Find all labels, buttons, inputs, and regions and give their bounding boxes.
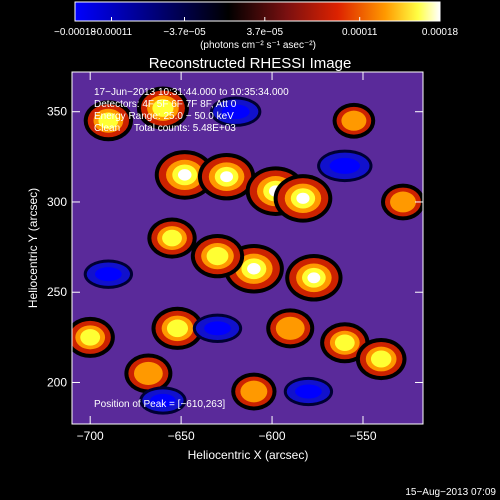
x-tick-label: −700 (77, 429, 104, 443)
axis-ticks: −700 −650 −600 −550 200 250 300 350 (47, 72, 423, 443)
colorbar-tick-label: 0.00011 (342, 27, 378, 38)
colorbar-tick-label: −3.7e−05 (163, 27, 206, 38)
heatmap-source-24 (283, 376, 334, 407)
colorbar-tick-label: −0.00018 (54, 27, 96, 38)
annotation-detectors: Detectors: 4F 5F 6F 7F 8F, Att 0 (94, 99, 237, 110)
colorbar-tick-label: −0.00011 (91, 27, 133, 38)
heatmap-source-10 (266, 308, 315, 349)
annotation-clean-counts: Clean Total counts: 5.48E+03 (94, 123, 236, 134)
footer-timestamp: 15−Aug−2013 07:09 (405, 487, 496, 498)
heatmap-source-12 (355, 337, 407, 381)
annotation-block: 17−Jun−2013 10:31:44.000 to 10:35:34.000… (94, 87, 289, 134)
heatmap-source-16 (231, 372, 277, 411)
heatmap-source-8 (83, 100, 134, 142)
heatmap-source-5 (190, 233, 245, 279)
x-tick-label: −550 (349, 429, 376, 443)
y-axis-label: Heliocentric Y (arcsec) (26, 188, 40, 308)
heatmap-source-15 (72, 316, 115, 358)
y-tick-label: 250 (47, 285, 67, 299)
heatmap-source-20 (317, 149, 373, 183)
colorbar-tick-label: 0.00018 (422, 27, 459, 38)
colorbar-ticks: −0.00018−0.00011 −3.7e−05 3.7e−05 0.00011 0.… (54, 17, 459, 38)
heatmap-source-17 (381, 183, 423, 221)
x-tick-label: −650 (168, 429, 195, 443)
x-tick-label: −600 (259, 429, 286, 443)
heatmap-source-13 (151, 306, 204, 350)
heatmap-source-7 (147, 217, 197, 259)
colorbar-tick-label: 3.7e−05 (247, 27, 284, 38)
heatmap-source-3 (273, 174, 333, 223)
x-axis-label: Heliocentric X (arcsec) (188, 448, 309, 462)
heatmap-source-1 (197, 152, 256, 201)
y-tick-label: 200 (47, 375, 67, 389)
plot-frame (71, 71, 424, 425)
heatmap-source-22 (192, 313, 243, 343)
heatmap-source-14 (124, 353, 173, 394)
heatmap-source-18 (332, 102, 376, 139)
colorbar (74, 1, 441, 22)
heatmap-source-19 (210, 96, 262, 127)
y-tick-label: 300 (47, 195, 67, 209)
annotation-peak-position: Position of Peak = [−610,263] (94, 399, 225, 410)
colorbar-units-label: (photons cm⁻² s⁻¹ asec⁻²) (200, 40, 316, 51)
heatmap-source-23 (139, 386, 187, 415)
annotation-time-range: 17−Jun−2013 10:31:44.000 to 10:35:34.000 (94, 87, 289, 98)
heatmap-image (72, 72, 423, 424)
heatmap-source-0 (154, 150, 215, 200)
heatmap-source-9 (136, 86, 189, 130)
y-tick-label: 350 (47, 105, 67, 119)
heatmap-source-6 (285, 254, 343, 302)
heatmap-source-21 (83, 259, 134, 289)
chart-title: Reconstructed RHESSI Image (149, 55, 352, 72)
heatmap-source-11 (320, 322, 370, 364)
annotation-energy-range: Energy Range: 25.0 − 50.0 keV (94, 111, 234, 122)
